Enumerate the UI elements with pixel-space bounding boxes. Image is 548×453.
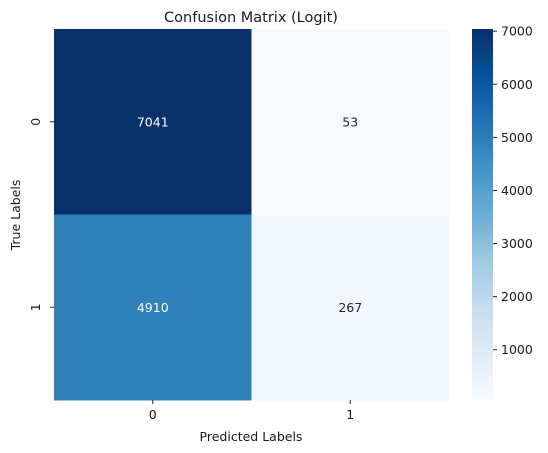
- colorbar-tick-label: 7000: [501, 24, 533, 39]
- x-tick-label: 1: [346, 407, 354, 422]
- colorbar-tick-label: 1000: [501, 342, 533, 357]
- x-tick-label: 0: [149, 407, 157, 422]
- colorbar-tick-label: 2000: [501, 289, 533, 304]
- colorbar: [472, 29, 493, 400]
- cell-value-label: 4910: [137, 300, 169, 315]
- cell-value-label: 7041: [137, 114, 169, 129]
- y-axis: 01: [28, 118, 54, 311]
- colorbar-tick-label: 6000: [501, 77, 533, 92]
- heatmap-cell: [251, 214, 450, 401]
- colorbar-ticks: 1000 2000 3000 4000 5000 6000 7000: [493, 24, 533, 357]
- colorbar-tick-label: 5000: [501, 130, 533, 145]
- heatmap-cell: [251, 29, 450, 215]
- chart-title: Confusion Matrix (Logit): [164, 10, 338, 26]
- y-axis-label: True Labels: [8, 180, 23, 252]
- y-tick-label: 0: [28, 118, 43, 126]
- heatmap-cells: [54, 29, 450, 401]
- colorbar-tick-label: 4000: [501, 183, 533, 198]
- colorbar-tick-label: 3000: [501, 236, 533, 251]
- y-tick-label: 1: [28, 303, 43, 311]
- x-axis-label: Predicted Labels: [200, 429, 303, 444]
- cell-value-label: 267: [338, 300, 362, 315]
- cell-value-label: 53: [342, 114, 358, 129]
- heatmap-cell: [54, 214, 252, 401]
- heatmap-cell: [54, 29, 252, 215]
- heatmap-cell-labels: 7041 53 4910 267: [137, 114, 362, 315]
